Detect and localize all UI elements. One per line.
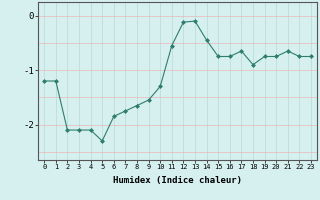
X-axis label: Humidex (Indice chaleur): Humidex (Indice chaleur) [113,176,242,185]
